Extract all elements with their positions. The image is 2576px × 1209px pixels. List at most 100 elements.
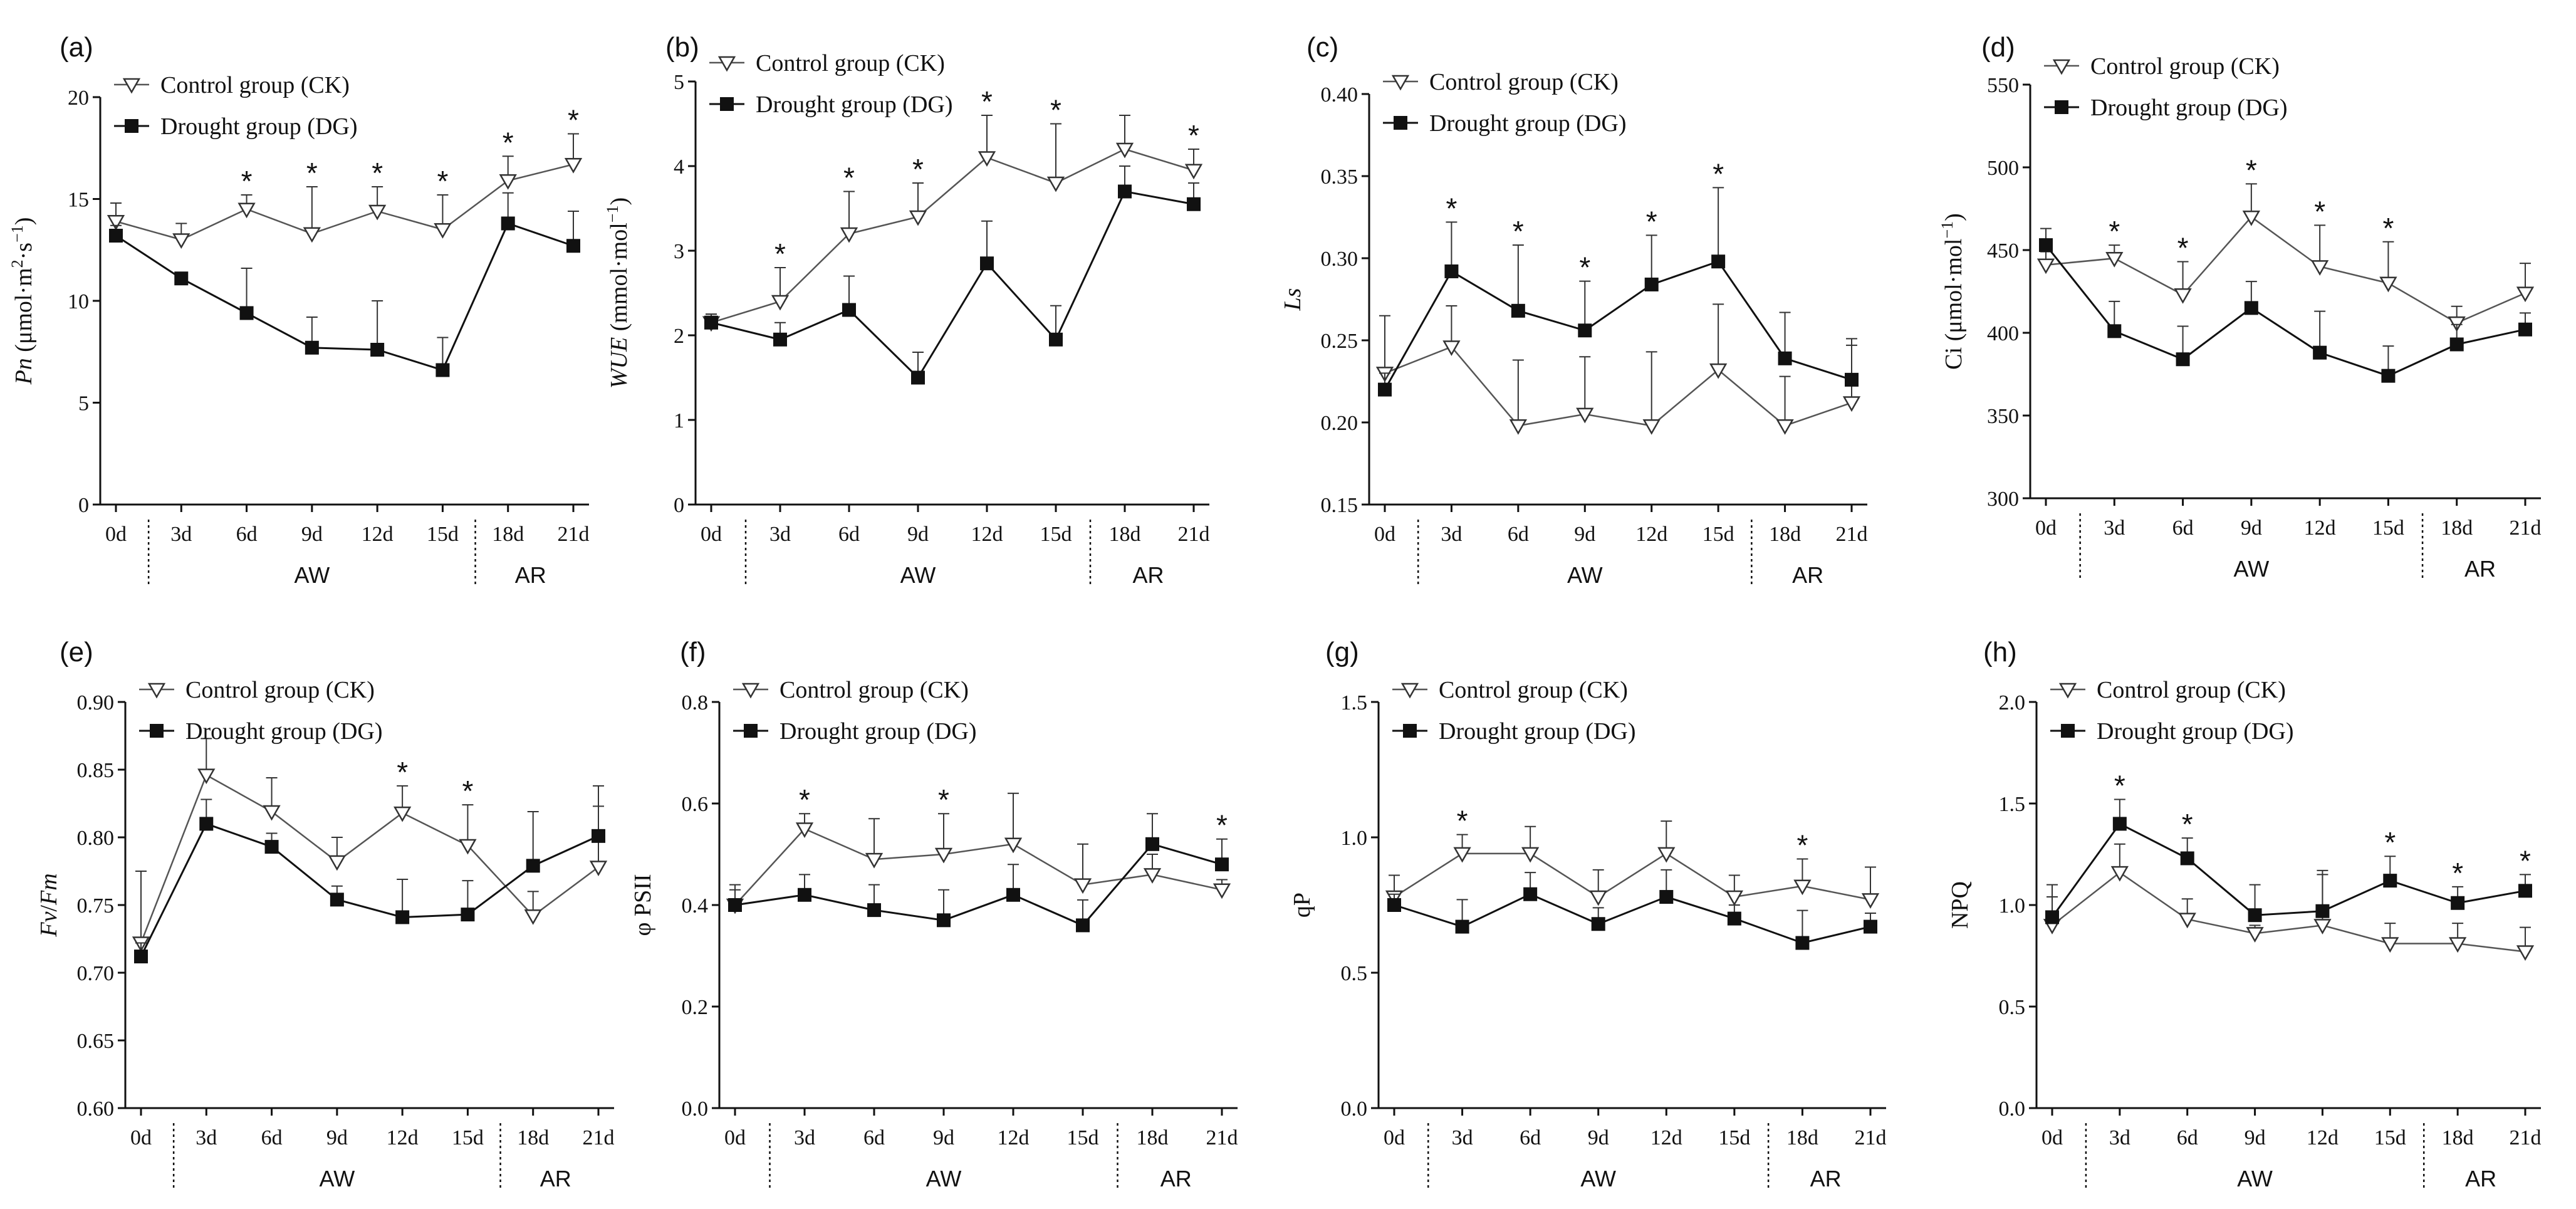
y-axis-title-part: ·s [11, 243, 37, 259]
y-tick-label: 1.5 [1341, 691, 1368, 714]
data-point-ck [1725, 890, 1744, 906]
x-tick-label: 0d [2035, 516, 2057, 540]
data-point-ck [865, 852, 884, 869]
data-point-ck [1046, 176, 1065, 192]
chart-panel-4: (d) 300 350 400 450 500 550 Ci (μmol·mol−1) 0d 3d… [1938, 32, 2542, 582]
panel-letter: (c) [1306, 32, 1338, 63]
data-point-dg [2381, 369, 2396, 383]
y-axis-title-part: Fm [36, 873, 62, 906]
series-control-ck [1385, 820, 1880, 909]
y-tick-label: 500 [1987, 157, 2019, 180]
series-line [734, 827, 1223, 906]
series-line [1394, 852, 1871, 901]
x-tick-label: 0d [1384, 1126, 1405, 1149]
chart-panel-5: (e) 0.60 0.65 0.70 0.75 0.80 0.85 0.90 Fv/Fm 0d 3d… [36, 637, 615, 1191]
legend-marker-dg [2061, 724, 2075, 738]
y-tick-label: 350 [1987, 405, 2019, 428]
x-tick-label: 9d [907, 523, 929, 546]
legend-label-dg: Drought group (DG) [160, 113, 358, 140]
series-drought-dg [1387, 869, 1877, 950]
x-tick-label: 9d [1574, 523, 1595, 546]
legend-label-ck: Control group (CK) [160, 72, 350, 98]
phase-label-ar: AR [1792, 562, 1823, 588]
x-tick-label: 6d [236, 523, 258, 546]
x-tick-label: 9d [2241, 516, 2262, 540]
legend-marker-dg [1394, 116, 1407, 130]
y-axis-title-part: (mmol·mol [606, 222, 632, 337]
data-point-dg [1118, 184, 1132, 199]
series-line [2045, 216, 2526, 324]
x-tick-label: 18d [517, 1126, 549, 1149]
panel-letter: (a) [60, 32, 93, 63]
significance-star: * [938, 783, 949, 816]
y-tick-label: 0.0 [1341, 1097, 1368, 1121]
x-tick-label: 12d [998, 1126, 1030, 1149]
y-axis-title-part: Ls [1280, 288, 1306, 311]
series-line [734, 843, 1223, 927]
legend-marker-ck [717, 56, 736, 72]
y-tick-label: 550 [1987, 74, 2019, 97]
data-point-ck [1509, 419, 1528, 435]
phase-label-ar: AR [2465, 1166, 2496, 1191]
y-axis-title-part: −1 [8, 225, 26, 243]
phase-label-ar: AR [540, 1166, 571, 1191]
series-line [115, 164, 574, 241]
data-point-ck [1442, 340, 1461, 356]
significance-star: * [2246, 154, 2257, 186]
x-tick-label: 15d [427, 523, 459, 546]
x-tick-label: 3d [196, 1126, 217, 1149]
data-point-ck [2246, 927, 2264, 943]
y-tick-label: 400 [1987, 322, 2019, 345]
data-point-ck [2105, 251, 2124, 268]
x-tick-label: 21d [583, 1126, 615, 1149]
significance-star: * [1713, 157, 1724, 190]
data-point-dg [1076, 918, 1090, 933]
significance-star: * [1579, 251, 1590, 284]
data-point-ck [1642, 419, 1661, 435]
data-point-dg [1006, 887, 1020, 902]
y-tick-label: 2.0 [1999, 691, 2026, 714]
significance-star: * [981, 85, 993, 118]
legend-label-ck: Control group (CK) [756, 50, 945, 76]
series-drought-dg [134, 798, 605, 964]
data-point-ck [499, 174, 517, 190]
chart-panel-6: (f) 0.0 0.2 0.4 0.6 0.8 φ PSII 0d 3d 6d 9d 12d 15d 18… [630, 637, 1238, 1191]
significance-star: * [2314, 195, 2325, 228]
x-tick-label: 15d [1040, 523, 1072, 546]
x-tick-label: 0d [1374, 523, 1395, 546]
data-point-dg [2180, 851, 2194, 866]
y-tick-label: 0 [78, 494, 89, 517]
significance-star: * [774, 238, 786, 270]
significance-star: * [437, 165, 448, 197]
y-tick-label: 3 [674, 240, 684, 263]
x-tick-label: 9d [301, 523, 323, 546]
x-tick-label: 0d [130, 1126, 152, 1149]
x-tick-label: 0d [105, 523, 127, 546]
phase-label-aw: AW [2237, 1166, 2273, 1191]
x-tick-label: 21d [2510, 516, 2542, 540]
x-tick-label: 12d [362, 523, 394, 546]
data-point-dg [1845, 372, 1859, 387]
data-point-ck [2516, 945, 2535, 961]
data-point-dg [199, 817, 214, 831]
y-axis-title-part: φ PSII [630, 874, 656, 936]
data-point-ck [840, 227, 858, 243]
phase-label-aw: AW [295, 562, 330, 588]
data-point-ck [1004, 837, 1023, 854]
data-point-ck [978, 151, 996, 167]
y-tick-label: 15 [68, 189, 89, 212]
y-axis-title-part: qP [1289, 892, 1315, 918]
x-tick-label: 12d [971, 523, 1003, 546]
x-tick-label: 9d [2245, 1126, 2266, 1149]
data-point-ck [1861, 893, 1880, 909]
significance-star: * [2382, 212, 2394, 244]
x-tick-label: 0d [701, 523, 722, 546]
data-point-dg [435, 363, 450, 377]
data-point-dg [174, 271, 189, 286]
y-tick-label: 0.60 [77, 1097, 115, 1121]
y-axis-title-part: ) [11, 217, 37, 226]
phase-label-ar: AR [515, 562, 546, 588]
panel-letter: (h) [1983, 637, 2017, 667]
significance-star: * [2384, 826, 2396, 859]
